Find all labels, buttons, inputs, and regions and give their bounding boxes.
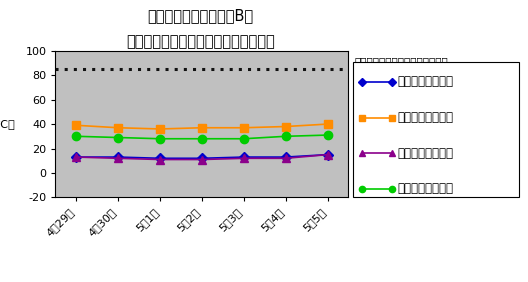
Text: ガラス固化体貯蔵建屋B棟: ガラス固化体貯蔵建屋B棟 bbox=[148, 8, 253, 23]
Text: （出口温度における最大評価値）: （出口温度における最大評価値） bbox=[355, 56, 449, 66]
Text: 第４貯蔵区域入口: 第４貯蔵区域入口 bbox=[398, 147, 454, 160]
Text: 第３貯蔵区域出口: 第３貯蔵区域出口 bbox=[398, 111, 454, 124]
Text: 第４貯蔵区域出口: 第４貯蔵区域出口 bbox=[398, 182, 454, 195]
Text: （℃）: （℃） bbox=[0, 119, 15, 129]
Text: 第３貯蔵区域入口: 第３貯蔵区域入口 bbox=[398, 75, 454, 88]
Text: ガラス固化体冷却空気温度（日平均）: ガラス固化体冷却空気温度（日平均） bbox=[126, 34, 275, 49]
